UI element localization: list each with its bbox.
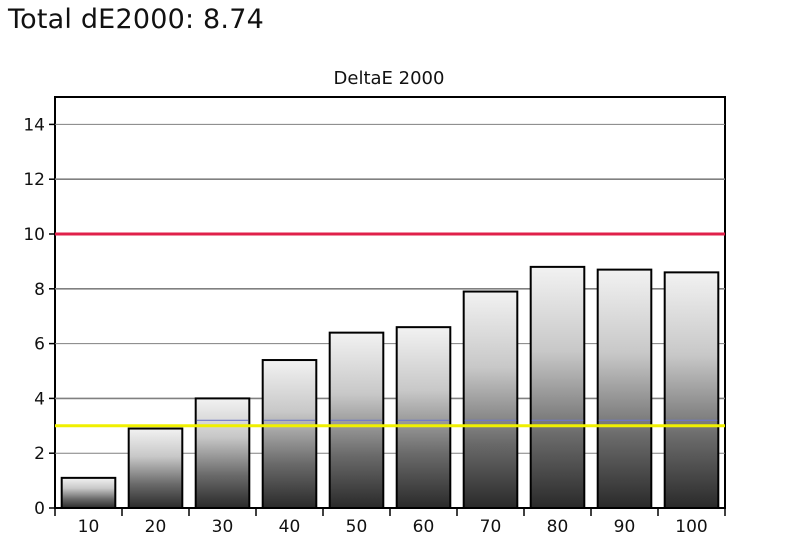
y-tick-label: 6 — [34, 335, 45, 355]
bars — [60, 265, 720, 510]
y-tick-label: 10 — [23, 225, 45, 245]
chart-title: DeltaE 2000 — [334, 68, 445, 89]
x-tick-label: 30 — [212, 517, 234, 537]
bar — [596, 268, 653, 509]
bar — [663, 271, 720, 509]
y-tick-label: 2 — [34, 444, 45, 464]
x-tick-label: 70 — [480, 517, 502, 537]
x-tick-label: 20 — [145, 517, 167, 537]
bar — [60, 476, 117, 509]
bar — [529, 265, 586, 509]
bar — [462, 290, 519, 510]
y-axis: 0 2 4 6 8 10 12 14 — [23, 115, 55, 519]
y-tick-label: 8 — [34, 280, 45, 300]
y-tick-label: 4 — [34, 389, 45, 409]
x-tick-label: 80 — [547, 517, 569, 537]
x-tick-label: 90 — [614, 517, 636, 537]
x-tick-label: 10 — [78, 517, 100, 537]
x-axis: 10 20 30 40 50 60 70 80 90 100 — [54, 508, 726, 537]
total-de2000-headline: Total dE2000: 8.74 — [8, 4, 264, 35]
bar — [127, 427, 184, 510]
x-tick-label: 100 — [675, 517, 707, 537]
y-tick-label: 14 — [23, 115, 45, 135]
x-tick-label: 40 — [279, 517, 301, 537]
bar — [261, 359, 318, 510]
y-tick-label: 12 — [23, 170, 45, 190]
y-tick-label: 0 — [34, 499, 45, 519]
x-tick-label: 50 — [346, 517, 368, 537]
x-tick-label: 60 — [413, 517, 435, 537]
threshold-lines — [55, 232, 725, 428]
bar — [395, 326, 452, 509]
bar — [194, 397, 251, 509]
